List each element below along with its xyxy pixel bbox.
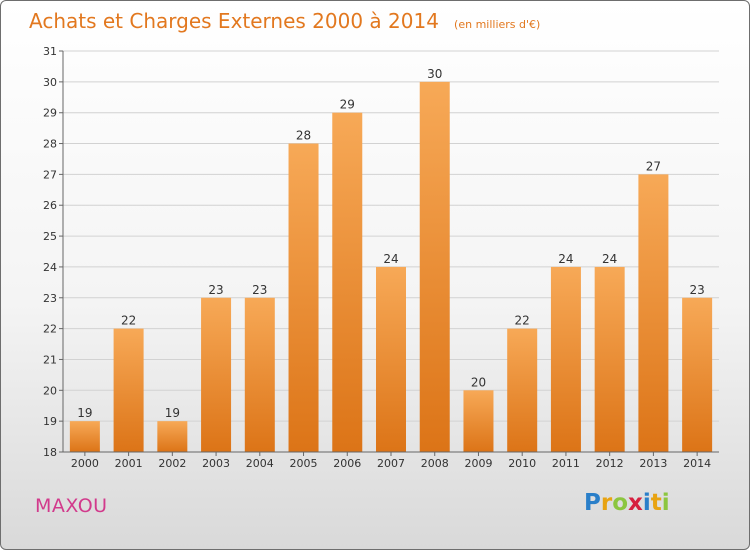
axes: 18 19 20 21 22 23 24 25 26 27 28 29 30 31 2000 2001 2002… — [43, 45, 719, 470]
bar-2005 — [288, 143, 319, 453]
data-label: 29 — [340, 98, 355, 112]
bar-2007 — [376, 266, 406, 452]
bar-2008 — [419, 81, 450, 452]
bar-2010 — [507, 328, 538, 452]
data-label: 22 — [515, 314, 530, 328]
y-tick-label: 23 — [43, 292, 57, 305]
x-tick-label: 2003 — [202, 457, 230, 470]
data-label: 28 — [296, 129, 311, 143]
y-tick-label: 28 — [43, 138, 57, 151]
x-tick-label: 2007 — [377, 457, 405, 470]
bar-2000 — [69, 421, 100, 452]
chart-unit: (en milliers d'€) — [454, 18, 541, 31]
data-label: 23 — [252, 283, 267, 297]
x-tick-label: 2011 — [552, 457, 580, 470]
data-label: 19 — [165, 406, 180, 420]
data-label: 20 — [471, 375, 486, 389]
x-tick-label: 2009 — [464, 457, 492, 470]
bar-2011 — [550, 266, 581, 452]
data-label: 23 — [208, 283, 223, 297]
x-tick-label: 2001 — [115, 457, 143, 470]
y-tick-label: 18 — [43, 446, 57, 459]
x-tick-label: 2014 — [683, 457, 711, 470]
y-tick-label: 30 — [43, 76, 57, 89]
bar-2009 — [463, 390, 494, 452]
y-tick-label: 26 — [43, 199, 57, 212]
y-tick-label: 24 — [43, 261, 57, 274]
x-tick-label: 2012 — [596, 457, 624, 470]
data-label: 24 — [558, 252, 573, 266]
chart-title-block: Achats et Charges Externes 2000 à 2014 (… — [29, 9, 540, 33]
y-tick-label: 29 — [43, 107, 57, 120]
bar-2014 — [682, 297, 713, 452]
bar-2001 — [113, 328, 144, 452]
x-tick-label: 2006 — [333, 457, 361, 470]
data-label: 19 — [77, 406, 92, 420]
bar-2012 — [594, 266, 625, 452]
x-tick-label: 2005 — [290, 457, 318, 470]
bar-2004 — [244, 297, 275, 452]
x-tick-label: 2008 — [421, 457, 449, 470]
data-label: 24 — [602, 252, 617, 266]
x-tick-label: 2002 — [158, 457, 186, 470]
data-labels: 19 22 19 23 23 28 29 24 30 20 22 24 24 27 23 — [77, 67, 705, 420]
x-tick-label: 2000 — [71, 457, 99, 470]
bars — [69, 81, 713, 453]
y-tick-label: 25 — [43, 230, 57, 243]
bar-2002 — [157, 421, 188, 452]
bar-2006 — [332, 112, 363, 452]
data-label: 24 — [383, 252, 398, 266]
bar-2013 — [638, 174, 669, 452]
x-tick-label: 2010 — [508, 457, 536, 470]
proxiti-logo: Proxiti — [584, 490, 670, 516]
data-label: 22 — [121, 314, 136, 328]
commune-name: MAXOU — [35, 495, 108, 517]
y-tick-label: 20 — [43, 384, 57, 397]
chart-title: Achats et Charges Externes 2000 à 2014 — [29, 9, 439, 33]
y-tick-label: 22 — [43, 323, 57, 336]
data-label: 27 — [646, 159, 661, 173]
y-tick-label: 31 — [43, 45, 57, 58]
bar-2003 — [201, 297, 232, 452]
data-label: 30 — [427, 67, 442, 81]
y-tick-label: 21 — [43, 353, 57, 366]
x-tick-label: 2013 — [639, 457, 667, 470]
y-tick-label: 19 — [43, 415, 57, 428]
data-label: 23 — [689, 283, 704, 297]
x-tick-label: 2004 — [246, 457, 274, 470]
y-tick-label: 27 — [43, 168, 57, 181]
